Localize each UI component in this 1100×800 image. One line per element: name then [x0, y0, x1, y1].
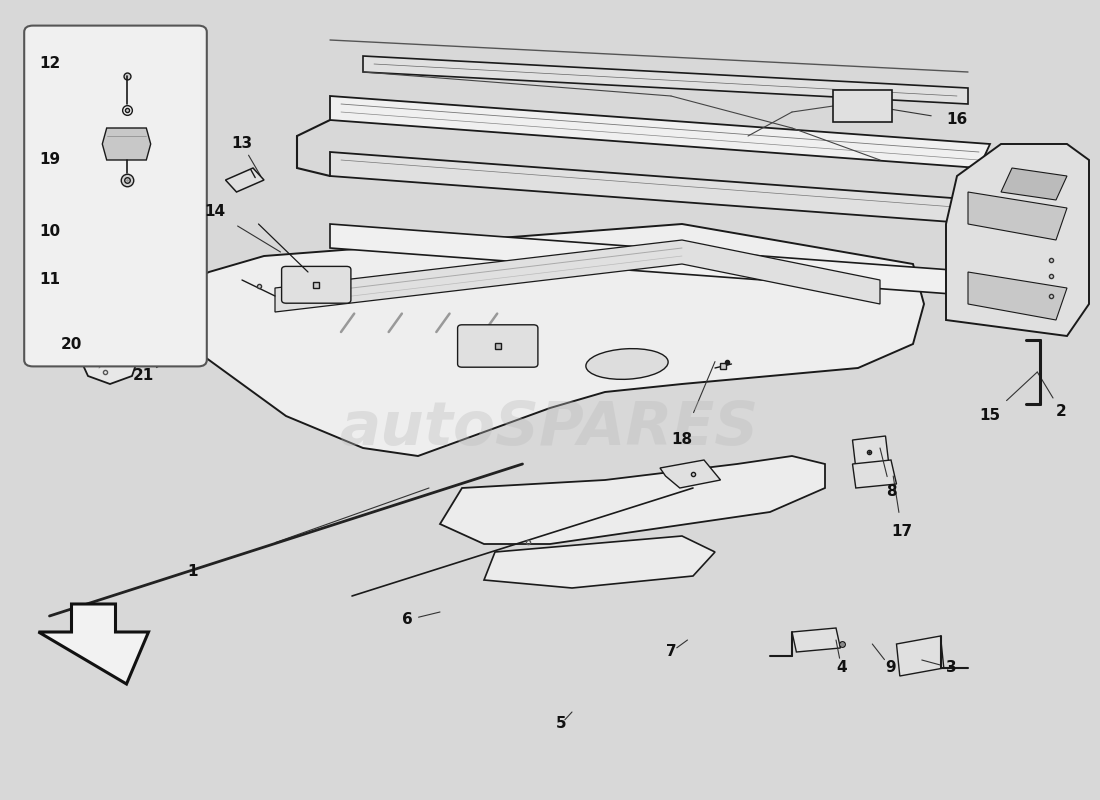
FancyBboxPatch shape — [24, 26, 207, 366]
Polygon shape — [330, 96, 990, 168]
Text: 15: 15 — [979, 409, 1001, 423]
Text: 20: 20 — [60, 337, 82, 351]
FancyBboxPatch shape — [833, 90, 892, 122]
Polygon shape — [968, 192, 1067, 240]
Text: 10: 10 — [39, 225, 60, 239]
Text: 12: 12 — [39, 57, 60, 71]
Polygon shape — [226, 168, 264, 192]
FancyBboxPatch shape — [458, 325, 538, 367]
Text: 19: 19 — [39, 153, 60, 167]
Text: 11: 11 — [39, 273, 60, 287]
Polygon shape — [1001, 168, 1067, 200]
FancyBboxPatch shape — [282, 266, 351, 303]
Text: 16: 16 — [946, 113, 968, 127]
Text: autoSPARES: autoSPARES — [340, 398, 760, 458]
Polygon shape — [484, 536, 715, 588]
Text: 6: 6 — [402, 613, 412, 627]
Polygon shape — [660, 460, 720, 488]
Text: 8: 8 — [886, 485, 896, 499]
Polygon shape — [363, 56, 968, 104]
Text: 1: 1 — [187, 565, 198, 579]
Text: 21: 21 — [132, 369, 154, 383]
Polygon shape — [330, 224, 979, 296]
Text: 18: 18 — [671, 433, 693, 447]
Polygon shape — [77, 264, 154, 384]
Polygon shape — [275, 240, 880, 312]
Text: 17: 17 — [891, 525, 913, 539]
Text: 13: 13 — [231, 137, 253, 151]
Ellipse shape — [586, 349, 668, 379]
Text: 14: 14 — [204, 205, 226, 219]
Polygon shape — [792, 628, 840, 652]
Text: 3: 3 — [946, 661, 957, 675]
Polygon shape — [39, 604, 148, 684]
Text: 2: 2 — [1056, 405, 1067, 419]
Polygon shape — [896, 636, 944, 676]
Polygon shape — [852, 460, 896, 488]
Text: 7: 7 — [666, 645, 676, 659]
Polygon shape — [968, 272, 1067, 320]
Polygon shape — [440, 456, 825, 544]
Polygon shape — [102, 128, 151, 160]
Polygon shape — [852, 436, 889, 468]
Text: 9: 9 — [886, 661, 896, 675]
Polygon shape — [143, 224, 924, 456]
Text: 4: 4 — [836, 661, 847, 675]
Polygon shape — [330, 152, 979, 224]
Polygon shape — [946, 144, 1089, 336]
Text: 5: 5 — [556, 717, 566, 731]
